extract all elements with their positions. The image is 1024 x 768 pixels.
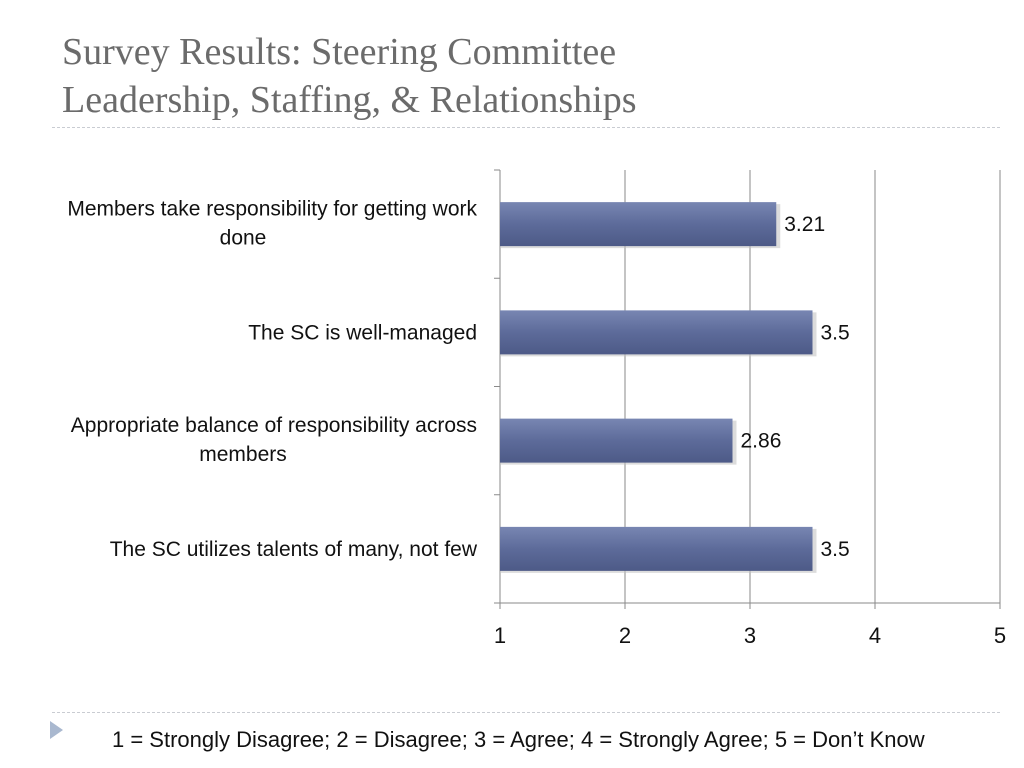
data-label: 3.5	[821, 321, 850, 344]
triangle-bullet-icon	[50, 721, 63, 739]
x-tick-label: 2	[619, 623, 631, 648]
bar	[500, 310, 813, 355]
x-tick-label: 5	[994, 623, 1006, 648]
bar	[500, 202, 777, 247]
bar	[500, 418, 733, 463]
data-label: 3.5	[821, 538, 850, 561]
category-label: done	[220, 227, 267, 250]
title-divider	[52, 127, 1000, 128]
category-label: The SC is well-managed	[248, 321, 477, 344]
slide-title-line-1: Survey Results: Steering Committee	[62, 31, 617, 73]
footer-divider	[52, 712, 1000, 713]
x-tick-label: 3	[744, 623, 756, 648]
data-label: 3.21	[784, 213, 825, 236]
slide-title: Survey Results: Steering Committee Leade…	[62, 28, 982, 124]
category-label: Members take responsibility for getting …	[67, 198, 477, 221]
x-tick-label: 4	[869, 623, 881, 648]
data-label: 2.86	[741, 430, 782, 453]
x-tick-label: 1	[494, 623, 506, 648]
bar-chart: 1 2 3 4 5 3.21 Members take responsibility for…	[67, 169, 1006, 648]
scale-legend-note: 1 = Strongly Disagree; 2 = Disagree; 3 =…	[112, 727, 925, 752]
bar	[500, 526, 813, 571]
slide-title-line-2: Leadership, Staffing, & Relationships	[62, 79, 637, 121]
category-label: members	[199, 443, 287, 466]
category-label: The SC utilizes talents of many, not few	[110, 538, 478, 561]
category-label: Appropriate balance of responsibility ac…	[71, 414, 477, 437]
